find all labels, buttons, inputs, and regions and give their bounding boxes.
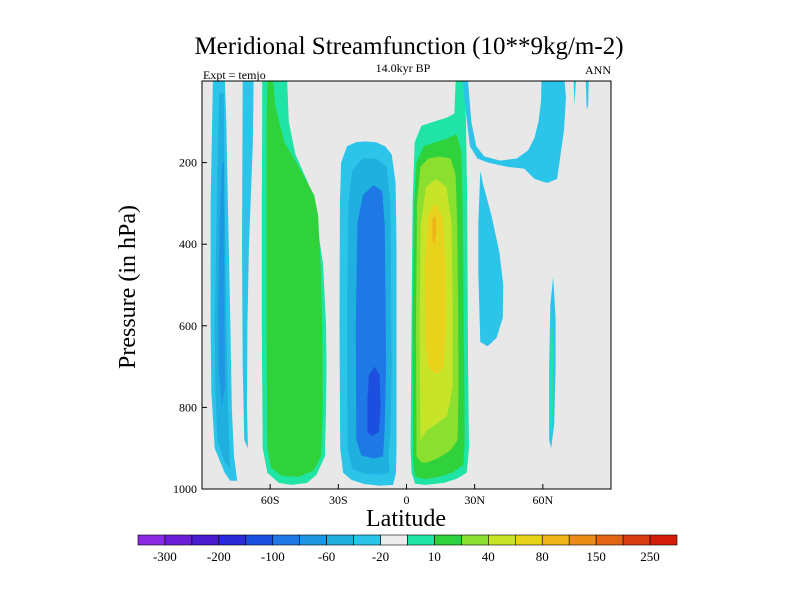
colorbar-swatch-18 [622, 534, 651, 546]
colorbar-label-1: -200 [207, 549, 231, 564]
colorbar-swatch-2 [191, 534, 220, 546]
y-tick-label-1: 400 [179, 237, 197, 251]
colorbar-swatch-16 [568, 534, 597, 546]
colorbar-swatch-14 [514, 534, 543, 546]
colorbar-swatch-7 [326, 534, 354, 546]
contour-regions [210, 81, 589, 486]
colorbar-swatch-19 [649, 534, 678, 546]
chart-title: Meridional Streamfunction (10**9kg/m-2) [194, 33, 623, 60]
y-tick-label-3: 800 [179, 400, 197, 414]
contour-region-3 [242, 81, 254, 449]
contour-region-19 [550, 309, 554, 432]
colorbar-swatch-12 [461, 534, 489, 546]
x-axis-title: Latitude [366, 506, 446, 532]
contour-region-7 [367, 366, 381, 436]
contour-region-17 [478, 170, 504, 347]
contour-region-15 [432, 215, 437, 245]
y-axis: 200 400 600 800 1000 [173, 156, 207, 496]
colorbar-swatch-5 [272, 534, 301, 546]
colorbar-swatch-8 [353, 534, 381, 546]
chart-subtitle: 14.0kyr BP [376, 61, 431, 75]
x-tick-label-3: 30N [464, 493, 485, 507]
colorbar-swatch-0 [137, 534, 166, 546]
y-tick-label-0: 200 [179, 156, 197, 170]
colorbar-swatch-4 [245, 534, 274, 546]
colorbar-label-6: 40 [482, 549, 495, 564]
x-tick-label-1: 30S [329, 493, 348, 507]
contour-region-14 [424, 203, 446, 375]
colorbar-swatch-6 [299, 534, 327, 546]
contour-region-16 [462, 81, 566, 183]
colorbar-label-3: -60 [318, 549, 335, 564]
plot-area [201, 80, 612, 490]
y-tick-label-4: 1000 [173, 482, 197, 496]
y-axis-title: Pressure (in hPa) [115, 205, 141, 369]
colorbar-label-2: -100 [261, 549, 285, 564]
contour-region-21 [585, 81, 589, 110]
colorbar-swatch-15 [541, 534, 570, 546]
colorbar-label-0: -300 [153, 549, 177, 564]
colorbar-swatch-9 [380, 534, 408, 546]
colorbar: -300 -200 -100 -60 -20 10 40 80 150 250 [137, 534, 678, 564]
colorbar-label-5: 10 [428, 549, 441, 564]
colorbar-label-9: 250 [640, 549, 660, 564]
x-tick-label-0: 60S [261, 493, 280, 507]
colorbar-swatch-3 [218, 534, 247, 546]
contour-region-9 [266, 81, 323, 477]
colorbar-label-8: 150 [586, 549, 606, 564]
x-axis: 60S 30S 0 30N 60N [261, 484, 553, 507]
experiment-label: Expt = temjo [203, 68, 266, 82]
x-tick-label-2: 0 [404, 493, 410, 507]
y-tick-label-2: 600 [179, 319, 197, 333]
colorbar-label-7: 80 [536, 549, 549, 564]
colorbar-swatch-13 [488, 534, 516, 546]
season-label: ANN [585, 63, 611, 77]
colorbar-swatch-10 [407, 534, 435, 546]
x-tick-label-4: 60N [532, 493, 553, 507]
colorbar-swatch-11 [434, 534, 462, 546]
contour-region-20 [573, 81, 576, 106]
colorbar-label-4: -20 [372, 549, 389, 564]
contour-region-2 [218, 162, 225, 408]
colorbar-swatch-1 [164, 534, 193, 546]
colorbar-swatch-17 [595, 534, 624, 546]
